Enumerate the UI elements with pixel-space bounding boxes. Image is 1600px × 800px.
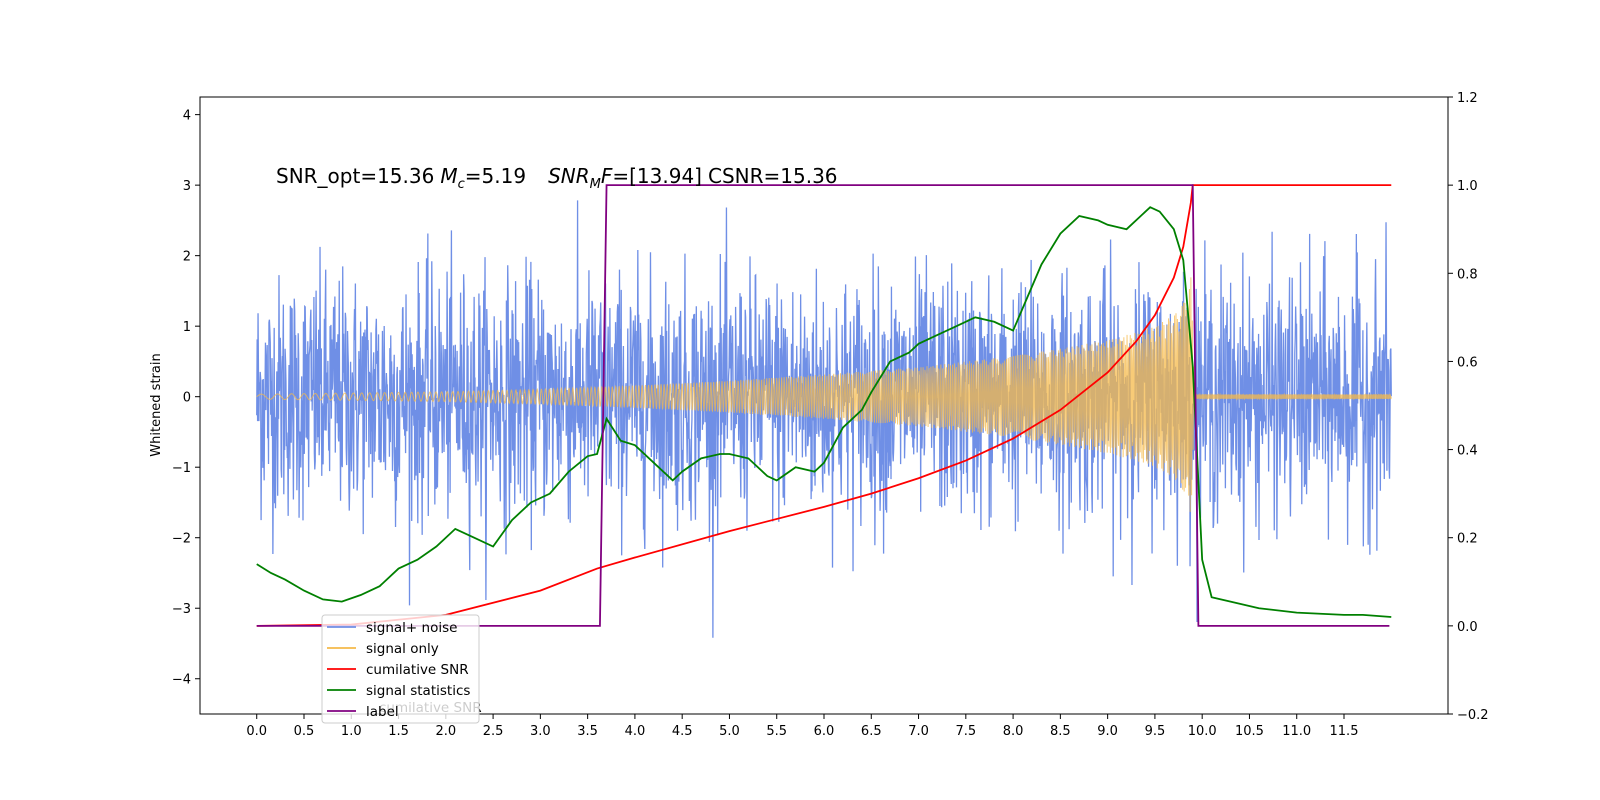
chart-annotation: SNR_opt=15.36 Mc=5.19 SNRMF=[13.94] CSNR=15… [276, 164, 838, 192]
mc-subscript: c [458, 177, 465, 192]
legend-label: signal only [366, 641, 439, 657]
x-tick-label: 8.5 [1050, 724, 1071, 739]
x-axis: 0.0 0.5 1.0 1.5 2.0 2.5 3.0 3.5 4.0 4.5 5.0 5.5 6.0 6… [246, 714, 1358, 739]
left-y-tick-label: −3 [172, 602, 191, 617]
x-tick-label: 3.0 [530, 724, 551, 739]
x-tick-label: 2.0 [435, 724, 456, 739]
x-tick-label: 10.5 [1235, 724, 1264, 739]
x-tick-label: 0.5 [294, 724, 315, 739]
x-tick-label: 0.0 [246, 724, 267, 739]
x-tick-label: 8.0 [1003, 724, 1024, 739]
right-y-tick-label: −0.2 [1457, 708, 1489, 723]
legend-box [321, 614, 480, 724]
x-tick-label: 7.5 [955, 724, 976, 739]
legend-label: cumilative SNR [366, 662, 469, 678]
right-y-tick-label: 0.4 [1457, 444, 1478, 459]
right-y-tick-label: 0.6 [1457, 355, 1478, 370]
x-tick-label: 1.5 [388, 724, 409, 739]
right-y-tick-label: 0.0 [1457, 620, 1478, 635]
snr-mf-tail: F [601, 164, 613, 188]
left-y-tick-label: 1 [183, 320, 191, 335]
x-tick-label: 9.5 [1145, 724, 1166, 739]
x-tick-label: 6.0 [814, 724, 835, 739]
left-y-tick-label: −1 [172, 461, 191, 476]
x-tick-label: 9.0 [1097, 724, 1118, 739]
x-tick-label: 11.0 [1282, 724, 1311, 739]
legend-label: signal+ noise [366, 620, 457, 636]
mc-value-text: =5.19 [465, 164, 526, 188]
x-tick-label: 6.5 [861, 724, 882, 739]
x-tick-label: 1.0 [341, 724, 362, 739]
left-y-tick-label: 2 [183, 250, 191, 265]
snr-mf-subscript: M [590, 177, 601, 192]
right-y-tick-label: 1.0 [1457, 179, 1478, 194]
snr-mf-value-text: =[13.94] [612, 164, 702, 188]
signal-statistics-line [256, 206, 1392, 618]
right-y-tick-label: 1.2 [1457, 91, 1478, 106]
right-y-tick-label: 0.8 [1457, 267, 1478, 282]
right-y-axis: 1.2 1.0 0.8 0.6 0.4 0.2 0.0 −0.2 [1448, 91, 1489, 723]
left-y-tick-label: 0 [183, 391, 191, 406]
mc-symbol: M [440, 164, 457, 188]
right-y-tick-label: 0.2 [1457, 532, 1478, 547]
csnr-text: CSNR=15.36 [708, 164, 838, 188]
x-tick-label: 11.5 [1330, 724, 1359, 739]
x-tick-label: 5.0 [719, 724, 740, 739]
x-tick-label: 4.0 [625, 724, 646, 739]
left-y-axis: 4 3 2 1 0 −1 −2 −3 −4 [172, 109, 200, 688]
x-tick-label: 10.0 [1188, 724, 1217, 739]
x-tick-label: 5.5 [766, 724, 787, 739]
y-axis-label: Whitened strain [149, 353, 164, 456]
label-line [256, 184, 1390, 627]
cumulative-snr-line [256, 184, 1392, 627]
snr-mf-symbol: SNR [548, 164, 590, 188]
plot-area [256, 184, 1392, 638]
snr-opt-text: SNR_opt=15.36 [276, 164, 434, 188]
x-tick-label: 4.5 [672, 724, 693, 739]
left-y-tick-label: −2 [172, 532, 191, 547]
left-y-tick-label: 4 [183, 109, 191, 124]
signal-only-line [256, 277, 1392, 512]
left-y-tick-label: 3 [183, 179, 191, 194]
x-tick-label: 3.5 [577, 724, 598, 739]
x-tick-label: 7.0 [908, 724, 929, 739]
left-y-tick-label: −4 [172, 673, 191, 688]
legend-label: signal statistics [366, 683, 470, 699]
legend-label: label [366, 704, 399, 720]
x-tick-label: 2.5 [483, 724, 504, 739]
